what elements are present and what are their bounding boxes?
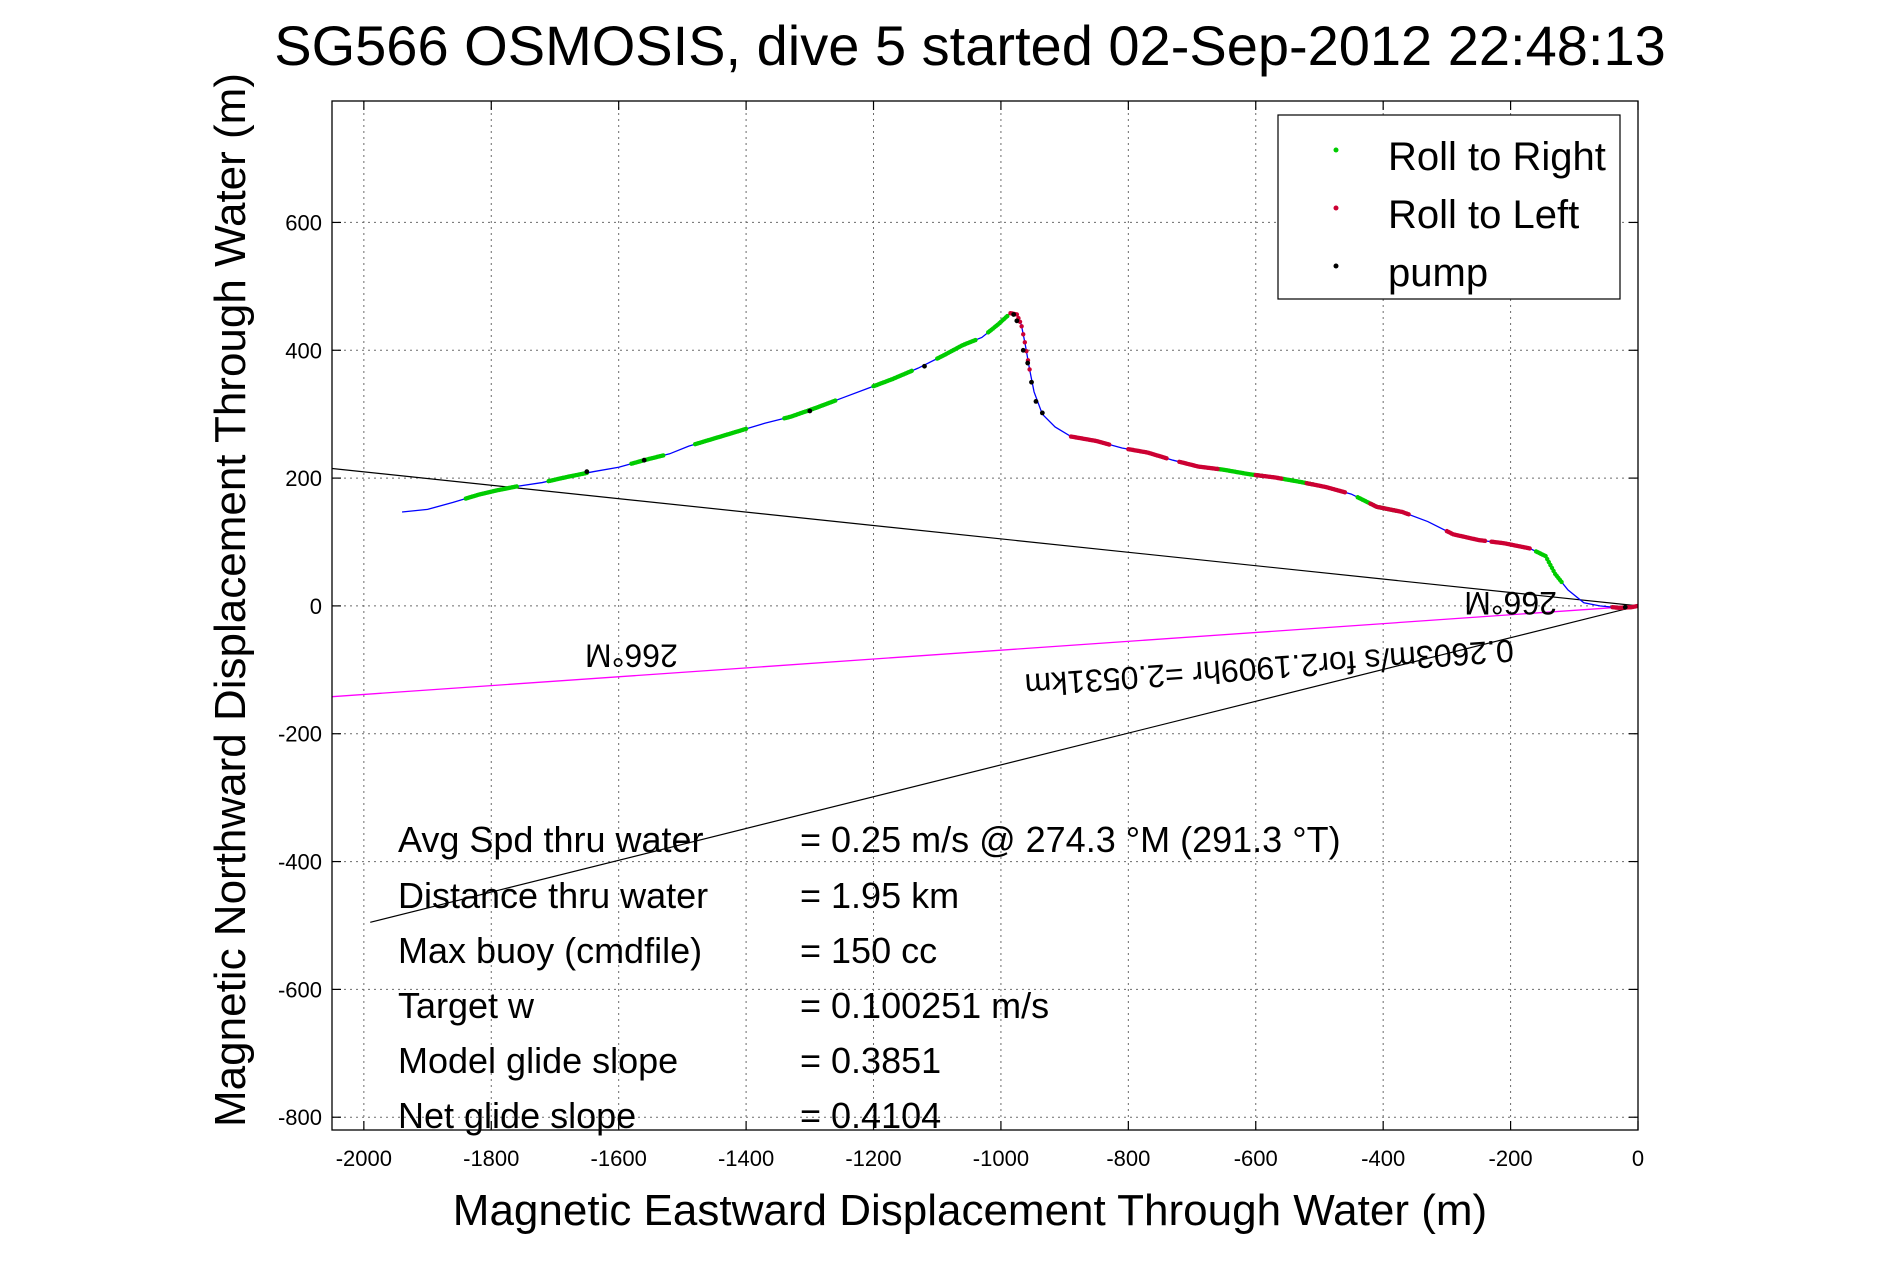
chart-title: SG566 OSMOSIS, dive 5 started 02-Sep-201… xyxy=(274,14,1666,77)
y-tick-label: -400 xyxy=(278,850,322,875)
roll-left-point xyxy=(1342,490,1348,495)
stat-label-distance: Distance thru water xyxy=(398,875,708,916)
x-axis-label: Magnetic Eastward Displacement Through W… xyxy=(453,1186,1487,1235)
pump-point xyxy=(807,408,813,414)
roll-right-point xyxy=(514,484,519,489)
roll-left-point xyxy=(1527,546,1532,551)
y-tick-label: 200 xyxy=(285,466,322,491)
heading-line-upper xyxy=(332,467,1638,607)
current-line xyxy=(332,605,1638,698)
x-tick-label: -1800 xyxy=(463,1146,519,1171)
roll-left-point xyxy=(1164,456,1169,461)
roll-left-point xyxy=(1027,367,1032,372)
roll-right-point xyxy=(973,337,978,343)
annotation-label: 266°M xyxy=(1464,585,1557,621)
legend-marker-roll-left xyxy=(1333,205,1339,211)
stat-label-net-glide-slope: Net glide slope xyxy=(398,1095,636,1136)
roll-right-point xyxy=(661,453,666,458)
stat-label-max-buoy: Max buoy (cmdfile) xyxy=(398,930,702,971)
x-tick-label: -800 xyxy=(1106,1146,1150,1171)
roll-right-point xyxy=(833,398,838,403)
legend-marker-roll-right xyxy=(1333,147,1339,153)
x-tick-label: -2000 xyxy=(336,1146,392,1171)
pump-point xyxy=(1029,379,1034,385)
legend-label-roll-left: Roll to Left xyxy=(1388,193,1579,237)
dive-statistics: Avg Spd thru water = 0.25 m/s @ 274.3 °M… xyxy=(398,819,1341,1136)
x-tick-label: -400 xyxy=(1361,1146,1405,1171)
stat-label-model-glide-slope: Model glide slope xyxy=(398,1040,678,1081)
y-tick-label: -200 xyxy=(278,722,322,747)
stat-value-target-w: = 0.100251 m/s xyxy=(800,985,1049,1026)
x-tick-label: -1600 xyxy=(591,1146,647,1171)
y-tick-label: 0 xyxy=(310,594,322,619)
roll-left-point xyxy=(1406,512,1411,517)
y-tick-label: -600 xyxy=(278,977,322,1002)
annotation-label: 266°M xyxy=(585,637,678,673)
plot-frame xyxy=(331,100,1639,1131)
pump-point xyxy=(1011,312,1017,317)
x-tick-label: 0 xyxy=(1632,1146,1644,1171)
x-tick-label: -200 xyxy=(1489,1146,1533,1171)
pump-point xyxy=(1033,398,1039,404)
roll-left-point xyxy=(1279,476,1284,481)
pump-point xyxy=(1039,410,1045,416)
stat-value-net-glide-slope: = 0.4104 xyxy=(800,1095,941,1136)
pump-point xyxy=(641,457,647,463)
pump-point xyxy=(1025,360,1031,366)
roll-left-point xyxy=(1021,332,1026,337)
roll-left-point xyxy=(1482,538,1488,544)
x-tick-label: -1400 xyxy=(718,1146,774,1171)
x-tick-label: -1200 xyxy=(845,1146,901,1171)
stat-value-distance: = 1.95 km xyxy=(800,875,959,916)
roll-right-point xyxy=(1559,579,1564,585)
legend-label-roll-right: Roll to Right xyxy=(1388,135,1606,179)
stat-value-model-glide-slope: = 0.3851 xyxy=(800,1040,941,1081)
stat-label-target-w: Target w xyxy=(398,985,535,1026)
pump-point xyxy=(1622,604,1628,610)
pump-point xyxy=(1020,347,1026,353)
roll-right-point xyxy=(909,368,914,374)
legend-marker-pump xyxy=(1333,263,1339,269)
pump-point xyxy=(922,363,927,369)
stat-value-avg-speed: = 0.25 m/s @ 274.3 °M (291.3 °T) xyxy=(800,819,1341,860)
legend: Roll to Right Roll to Left pump xyxy=(1277,114,1621,300)
stat-label-avg-speed: Avg Spd thru water xyxy=(398,819,704,860)
roll-left-point xyxy=(1019,324,1024,329)
stat-value-max-buoy: = 150 cc xyxy=(800,930,937,971)
roll-left-point xyxy=(1215,466,1220,472)
y-tick-label: 400 xyxy=(285,338,322,363)
pump-point xyxy=(584,469,590,475)
heading-line-lower xyxy=(370,605,1638,923)
roll-left-point xyxy=(1107,442,1112,447)
y-tick-label: 600 xyxy=(285,210,322,235)
roll-right-point xyxy=(1005,313,1010,319)
y-tick-label: -800 xyxy=(278,1105,322,1130)
legend-label-pump: pump xyxy=(1388,251,1488,295)
y-axis-label: Magnetic Northward Displacement Through … xyxy=(206,73,255,1127)
x-tick-label: -1000 xyxy=(973,1146,1029,1171)
roll-right-point xyxy=(743,426,749,432)
pump-point xyxy=(1014,318,1020,324)
roll-left-point xyxy=(1022,340,1028,345)
x-tick-label: -600 xyxy=(1234,1146,1278,1171)
